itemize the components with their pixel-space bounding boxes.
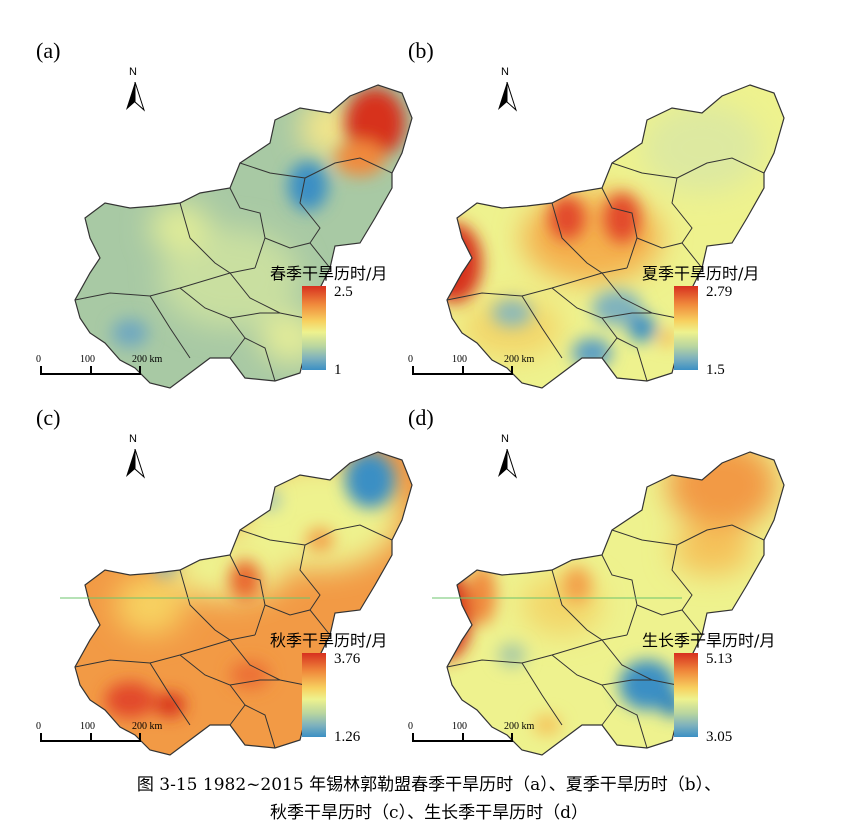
scale-tick (40, 733, 42, 742)
legend-max-value: 5.13 (706, 651, 733, 667)
drought-map-b (446, 84, 785, 389)
scale-tick-label: 100 (452, 721, 467, 732)
legend-title: 秋季干旱历时/月 (270, 631, 388, 650)
scale-tick-label: 0 (36, 354, 41, 365)
scale-tick (412, 366, 414, 375)
north-letter: N (129, 433, 137, 445)
north-arrow-icon (498, 449, 518, 479)
legend-min-value: 1.26 (334, 729, 361, 745)
north-arrow-icon (126, 82, 146, 112)
region-outline (74, 451, 413, 756)
region-outline (446, 451, 785, 756)
panel-label: (c) (36, 405, 61, 430)
scale-bar: 0 100 200 km (406, 721, 566, 761)
legend-title: 生长季干旱历时/月 (642, 631, 776, 650)
legend-color-bar (674, 653, 698, 737)
north-arrow-icon (126, 449, 146, 479)
legend-min-value: 3.05 (706, 729, 733, 745)
legend-title: 春季干旱历时/月 (270, 264, 388, 283)
scale-tick (462, 366, 464, 375)
figure-caption-line-1: 图 3-15 1982~2015 年锡林郭勒盟春季干旱历时（a）、夏季干旱历时（… (136, 775, 722, 795)
scale-tick (511, 733, 513, 742)
panel-label: (a) (36, 38, 61, 63)
legend-title: 夏季干旱历时/月 (642, 264, 760, 283)
drought-map-a (74, 84, 413, 389)
north-letter: N (501, 433, 509, 445)
legend-max-value: 2.5 (334, 284, 353, 300)
scale-tick-label: 200 km (504, 354, 535, 365)
legend-min-value: 1.5 (706, 362, 725, 378)
scale-tick-label: 0 (36, 721, 41, 732)
scale-tick-label: 100 (80, 721, 95, 732)
scale-tick (511, 366, 513, 375)
map-panel-d: (d) N 0 100 200 km 生长季干旱历时/月 5.13 3.05 (402, 405, 822, 775)
legend-color-bar (674, 286, 698, 370)
north-letter: N (129, 66, 137, 78)
north-letter: N (501, 66, 509, 78)
scale-tick-label: 0 (408, 721, 413, 732)
map-panel-a: (a) N 0 100 200 km 春季干旱历时/月 2.5 1 (30, 38, 450, 408)
panel-label: (b) (408, 38, 434, 63)
map-panel-c: (c) N 0 100 200 km 秋季干旱历时/月 3.76 1.26 (30, 405, 450, 775)
north-arrow: N (124, 433, 146, 479)
scale-tick-label: 100 (80, 354, 95, 365)
scale-bar: 0 100 200 km (34, 721, 194, 761)
scale-tick-label: 200 km (132, 354, 163, 365)
drought-map-d (432, 451, 785, 756)
scale-tick-label: 0 (408, 354, 413, 365)
map-panel-b: (b) N 0 100 200 km 夏季干旱历时/月 2.79 1.5 (402, 38, 822, 408)
scale-tick-label: 100 (452, 354, 467, 365)
scale-tick (40, 366, 42, 375)
north-arrow: N (496, 66, 518, 112)
panel-label: (d) (408, 405, 434, 430)
legend-min-value: 1 (334, 362, 342, 378)
scale-tick-label: 200 km (132, 721, 163, 732)
scale-tick (412, 733, 414, 742)
legend-max-value: 3.76 (334, 651, 361, 667)
north-arrow-icon (498, 82, 518, 112)
region-outline (446, 84, 785, 389)
scale-tick (139, 733, 141, 742)
legend-color-bar (302, 653, 326, 737)
north-arrow: N (496, 433, 518, 479)
scale-bar: 0 100 200 km (406, 354, 566, 394)
legend-max-value: 2.79 (706, 284, 733, 300)
region-outline (74, 84, 413, 389)
north-arrow: N (124, 66, 146, 112)
legend-color-bar (302, 286, 326, 370)
scale-tick (90, 366, 92, 375)
scale-tick (90, 733, 92, 742)
figure-caption-line-2: 秋季干旱历时（c）、生长季干旱历时（d） (270, 803, 588, 823)
scale-bar: 0 100 200 km (34, 354, 194, 394)
scale-tick (462, 733, 464, 742)
scale-tick (139, 366, 141, 375)
drought-map-c (60, 451, 413, 756)
scale-tick-label: 200 km (504, 721, 535, 732)
